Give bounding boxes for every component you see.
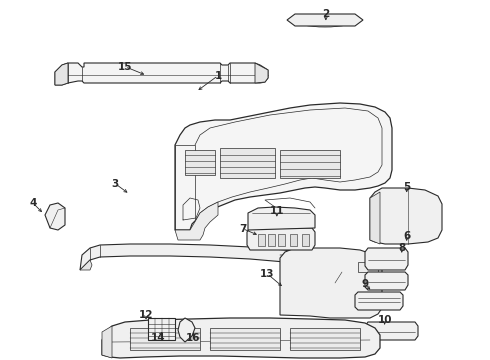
Text: 3: 3: [112, 179, 119, 189]
Polygon shape: [55, 63, 68, 85]
Text: 16: 16: [186, 333, 201, 343]
Polygon shape: [290, 328, 360, 350]
Polygon shape: [278, 234, 285, 246]
Polygon shape: [175, 202, 218, 240]
Text: 10: 10: [377, 315, 392, 325]
Text: 13: 13: [260, 269, 274, 279]
Text: 2: 2: [322, 9, 329, 19]
Polygon shape: [268, 234, 275, 246]
Polygon shape: [370, 188, 442, 244]
Polygon shape: [287, 14, 363, 26]
Polygon shape: [355, 292, 403, 310]
Polygon shape: [302, 234, 309, 246]
Polygon shape: [258, 234, 265, 246]
Text: 14: 14: [150, 333, 165, 343]
Text: 5: 5: [403, 182, 410, 192]
Polygon shape: [365, 322, 418, 340]
Polygon shape: [247, 228, 315, 250]
Polygon shape: [102, 326, 112, 358]
Circle shape: [181, 188, 195, 202]
Polygon shape: [248, 207, 315, 230]
Text: 11: 11: [270, 206, 284, 216]
Polygon shape: [220, 148, 275, 178]
Text: 7: 7: [239, 224, 246, 234]
Circle shape: [313, 261, 357, 305]
Polygon shape: [130, 328, 200, 350]
Polygon shape: [175, 103, 392, 230]
Polygon shape: [358, 262, 378, 272]
Circle shape: [286, 269, 314, 297]
Circle shape: [385, 205, 405, 225]
Polygon shape: [370, 192, 380, 244]
Polygon shape: [210, 328, 280, 350]
Polygon shape: [178, 318, 195, 342]
Polygon shape: [55, 63, 268, 85]
Polygon shape: [185, 150, 215, 175]
Text: 6: 6: [403, 231, 410, 241]
Polygon shape: [80, 244, 305, 270]
Text: 12: 12: [139, 310, 153, 320]
Polygon shape: [365, 272, 408, 290]
Polygon shape: [365, 248, 408, 270]
Text: 15: 15: [118, 62, 132, 72]
Text: 9: 9: [362, 279, 368, 289]
Polygon shape: [102, 318, 380, 358]
Polygon shape: [148, 318, 175, 340]
Text: 8: 8: [398, 243, 405, 253]
Polygon shape: [80, 260, 92, 270]
Polygon shape: [280, 248, 382, 318]
Text: 1: 1: [215, 71, 221, 81]
Polygon shape: [255, 63, 268, 83]
Text: 4: 4: [29, 198, 37, 208]
Polygon shape: [280, 150, 340, 178]
Polygon shape: [45, 203, 65, 230]
Polygon shape: [290, 234, 297, 246]
